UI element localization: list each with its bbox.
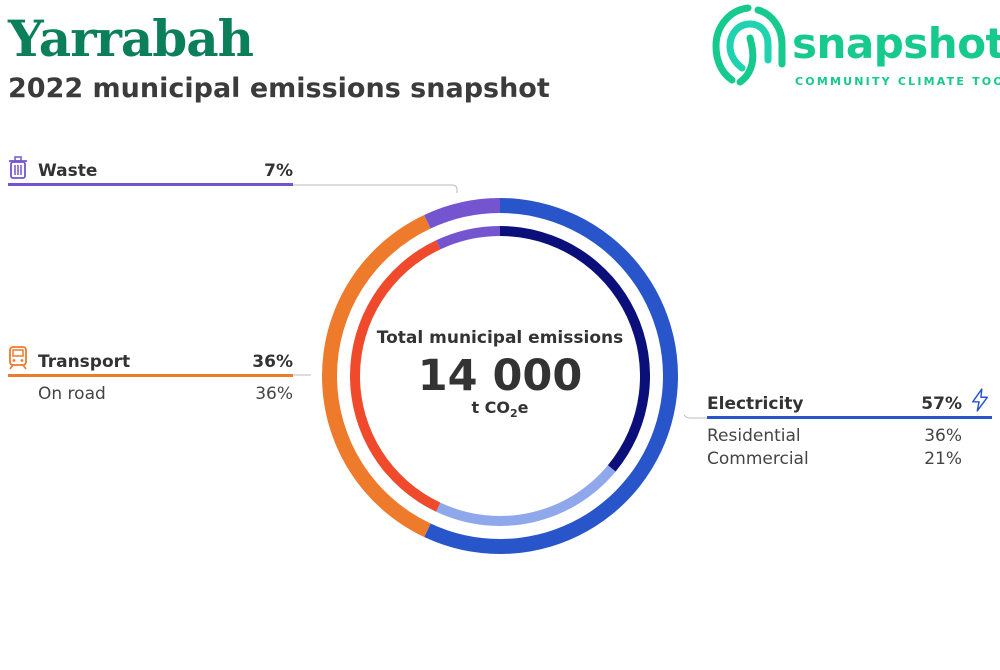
- transport-category: Transport 36% On road 36%: [8, 346, 293, 406]
- on-road-label: On road: [38, 384, 106, 404]
- waste-underline: [8, 183, 293, 186]
- commercial-percent: 21%: [924, 449, 962, 469]
- logo-wordmark: snapshot: [792, 19, 1000, 68]
- snapshot-logo: snapshot COMMUNITY CLIMATE TOOL: [712, 2, 1000, 92]
- total-value: 14 000: [417, 351, 583, 401]
- lightning-icon: [972, 388, 988, 412]
- page-subtitle: 2022 municipal emissions snapshot: [8, 73, 550, 104]
- logo-tagline: COMMUNITY CLIMATE TOOL: [795, 75, 1000, 88]
- inner-commercial-slice: [436, 465, 616, 526]
- electricity-label: Electricity: [707, 394, 804, 414]
- inner-ring: [350, 226, 651, 526]
- electricity-underline: [707, 416, 992, 419]
- commercial-label: Commercial: [707, 449, 809, 469]
- transport-underline: [8, 374, 293, 377]
- electricity-connector: [683, 414, 707, 419]
- residential-label: Residential: [707, 426, 801, 446]
- unit-suffix: e: [517, 398, 529, 417]
- page-title: Yarrabah: [8, 9, 254, 68]
- inner-on-road-slice: [350, 240, 441, 512]
- waste-label: Waste: [38, 161, 98, 181]
- inner-waste-slice: [436, 226, 500, 250]
- outer-transport-slice: [322, 214, 431, 538]
- fingerprint-logo-icon: [712, 4, 786, 86]
- transport-percent: 36%: [252, 352, 293, 372]
- waste-category: Waste 7%: [8, 156, 293, 188]
- electricity-percent: 57%: [921, 394, 962, 414]
- train-icon: [9, 346, 27, 370]
- unit-subscript: 2: [510, 407, 518, 421]
- waste-connector: [293, 184, 458, 193]
- inner-residential-slice: [500, 226, 651, 472]
- residential-percent: 36%: [924, 426, 962, 446]
- unit-prefix: t CO: [471, 398, 511, 417]
- waste-percent: 7%: [264, 161, 293, 181]
- trash-icon: [9, 156, 27, 179]
- donut-center: Total municipal emissions 14 000 t CO2e: [360, 328, 640, 420]
- outer-ring: [322, 198, 678, 555]
- total-label: Total municipal emissions: [376, 328, 624, 348]
- outer-waste-slice: [424, 198, 500, 229]
- total-unit: t CO2e: [360, 398, 640, 420]
- transport-label: Transport: [38, 352, 131, 372]
- on-road-percent: 36%: [255, 384, 293, 404]
- electricity-category: Electricity 57% Residential 36% Commerci…: [707, 388, 992, 472]
